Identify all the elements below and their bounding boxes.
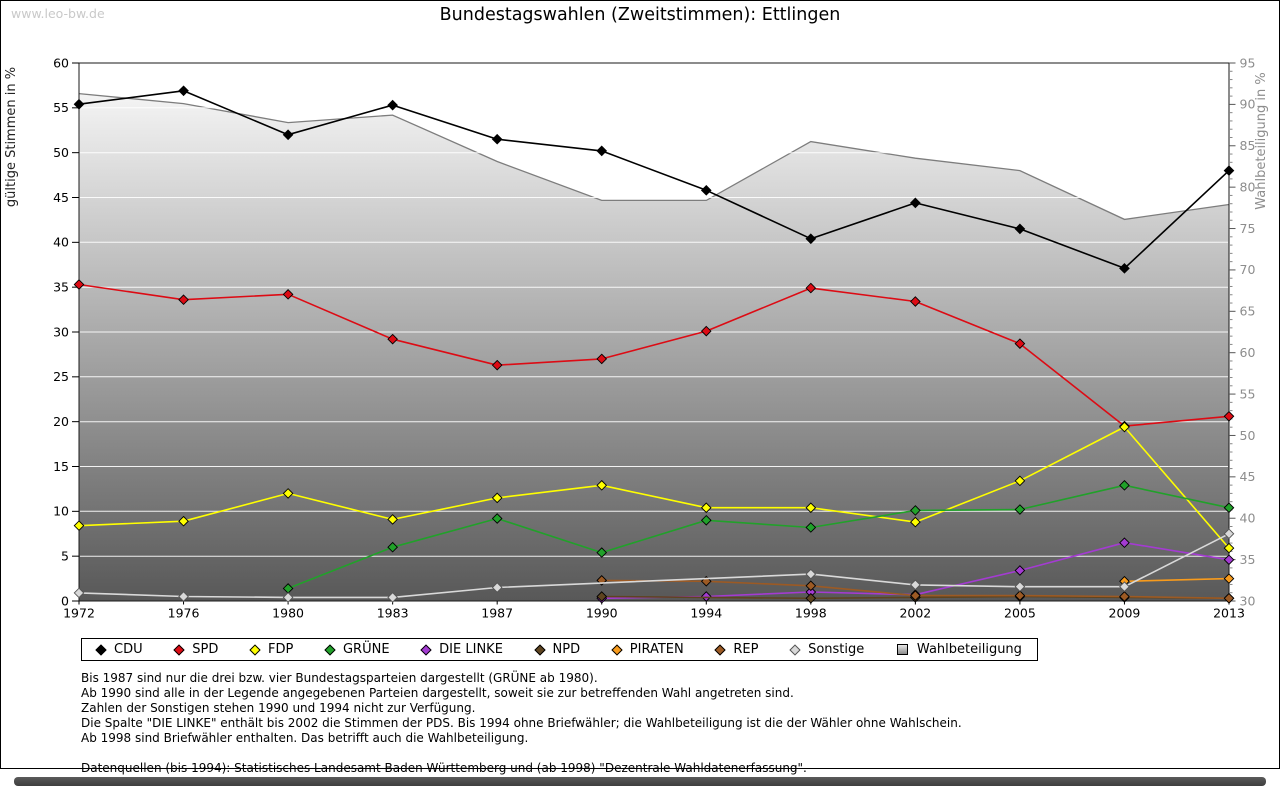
svg-text:30: 30: [53, 324, 69, 339]
svg-text:1994: 1994: [690, 606, 722, 621]
legend-label: REP: [733, 642, 759, 657]
svg-text:1980: 1980: [272, 606, 304, 621]
footnote-line: Ab 1990 sind alle in der Legende angegeb…: [81, 686, 794, 700]
svg-text:15: 15: [53, 459, 69, 474]
svg-text:1972: 1972: [63, 606, 95, 621]
svg-text:35: 35: [53, 279, 69, 294]
legend-diamond-icon: [324, 643, 336, 656]
legend-item-grüne: GRÜNE: [324, 642, 390, 657]
svg-text:10: 10: [53, 504, 69, 519]
svg-text:95: 95: [1240, 55, 1256, 70]
svg-text:0: 0: [61, 593, 69, 608]
series-FDP: [73, 421, 1235, 554]
svg-text:20: 20: [53, 414, 69, 429]
svg-text:65: 65: [1240, 304, 1256, 319]
footnote-line: [81, 746, 962, 761]
legend-label: NPD: [552, 642, 581, 657]
svg-text:2013: 2013: [1213, 606, 1245, 621]
svg-text:55: 55: [1240, 386, 1256, 401]
legend-label: Sonstige: [808, 642, 865, 657]
legend-label: FDP: [268, 642, 294, 657]
legend-diamond-icon: [420, 643, 432, 656]
legend-item-rep: REP: [714, 642, 759, 657]
svg-text:1987: 1987: [481, 606, 513, 621]
legend-label: DIE LINKE: [439, 642, 503, 657]
svg-text:35: 35: [1240, 552, 1256, 567]
legend-square-icon: [896, 644, 908, 655]
svg-text:50: 50: [53, 145, 69, 160]
svg-text:1990: 1990: [586, 606, 618, 621]
svg-text:40: 40: [1240, 511, 1256, 526]
legend-diamond-icon: [611, 643, 623, 656]
svg-text:25: 25: [53, 369, 69, 384]
svg-text:75: 75: [1240, 221, 1256, 236]
svg-text:80: 80: [1240, 179, 1256, 194]
legend-item-npd: NPD: [533, 642, 581, 657]
footnote-line: Ab 1998 sind Briefwähler enthalten. Das …: [81, 731, 529, 745]
series-GRÜNE: [282, 479, 1235, 594]
series-REP: [596, 575, 1235, 604]
legend-diamond-icon: [533, 643, 546, 656]
svg-text:45: 45: [53, 190, 69, 205]
svg-text:2009: 2009: [1109, 606, 1141, 621]
legend-diamond-icon: [789, 643, 801, 656]
footnote-line: Bis 1987 sind nur die drei bzw. vier Bun…: [81, 671, 598, 685]
svg-text:40: 40: [53, 235, 69, 250]
window-bottom-edge: [14, 777, 1266, 786]
legend-diamond-icon: [714, 643, 727, 656]
svg-text:90: 90: [1240, 97, 1256, 112]
svg-text:60: 60: [53, 55, 69, 70]
legend-item-spd: SPD: [173, 642, 219, 657]
svg-text:gültige Stimmen in %: gültige Stimmen in %: [4, 67, 19, 207]
turnout-area: [79, 93, 1229, 601]
legend-label: PIRATEN: [629, 642, 684, 657]
svg-text:2002: 2002: [899, 606, 931, 621]
series-CDU: [73, 85, 1235, 274]
footnote-line: Zahlen der Sonstigen stehen 1990 und 199…: [81, 701, 476, 715]
page-title: Bundestagswahlen (Zweitstimmen): Ettling…: [439, 5, 841, 25]
svg-text:Wahlbeteiligung in %: Wahlbeteiligung in %: [1254, 72, 1269, 209]
legend-label: Wahlbeteiligung: [916, 642, 1022, 657]
footnote-line: Datenquellen (bis 1994): Statistisches L…: [81, 761, 807, 775]
legend-label: GRÜNE: [342, 642, 390, 657]
svg-text:1998: 1998: [795, 606, 827, 621]
legend-item-die-linke: DIE LINKE: [420, 642, 503, 657]
legend-item-sonstige: Sonstige: [789, 642, 865, 657]
legend-item-fdp: FDP: [249, 642, 294, 657]
legend-label: SPD: [192, 642, 219, 657]
footnote-line: Die Spalte "DIE LINKE" enthält bis 2002 …: [81, 716, 962, 730]
svg-text:1976: 1976: [168, 606, 200, 621]
chart-window: www.leo-bw.de Bundestagswahlen (Zweitsti…: [0, 0, 1280, 775]
svg-text:70: 70: [1240, 262, 1256, 277]
legend-diamond-icon: [249, 643, 261, 656]
legend: CDU SPD FDP GRÜNE DIE LINKE NPD PIRATEN REP Sons…: [81, 638, 1038, 661]
series-Sonstige: [73, 528, 1235, 603]
footnotes: Bis 1987 sind nur die drei bzw. vier Bun…: [81, 671, 962, 776]
svg-text:30: 30: [1240, 593, 1256, 608]
svg-text:55: 55: [53, 100, 69, 115]
legend-item-cdu: CDU: [95, 642, 143, 657]
svg-text:60: 60: [1240, 345, 1256, 360]
svg-text:2005: 2005: [1004, 606, 1036, 621]
svg-text:1983: 1983: [377, 606, 409, 621]
svg-text:45: 45: [1240, 469, 1256, 484]
legend-label: CDU: [114, 642, 143, 657]
legend-item-piraten: PIRATEN: [611, 642, 684, 657]
watermark: www.leo-bw.de: [11, 6, 105, 21]
svg-text:50: 50: [1240, 428, 1256, 443]
legend-item-wahlbeteiligung: Wahlbeteiligung: [896, 642, 1022, 657]
legend-diamond-icon: [173, 643, 185, 656]
legend-diamond-icon: [95, 643, 107, 656]
chart-svg: 0 5 10 15 20 25 30 35 40 45 50 55 60 30 35 40 45 50 55 60 65…: [4, 55, 1269, 621]
svg-text:5: 5: [61, 548, 69, 563]
svg-text:85: 85: [1240, 138, 1256, 153]
